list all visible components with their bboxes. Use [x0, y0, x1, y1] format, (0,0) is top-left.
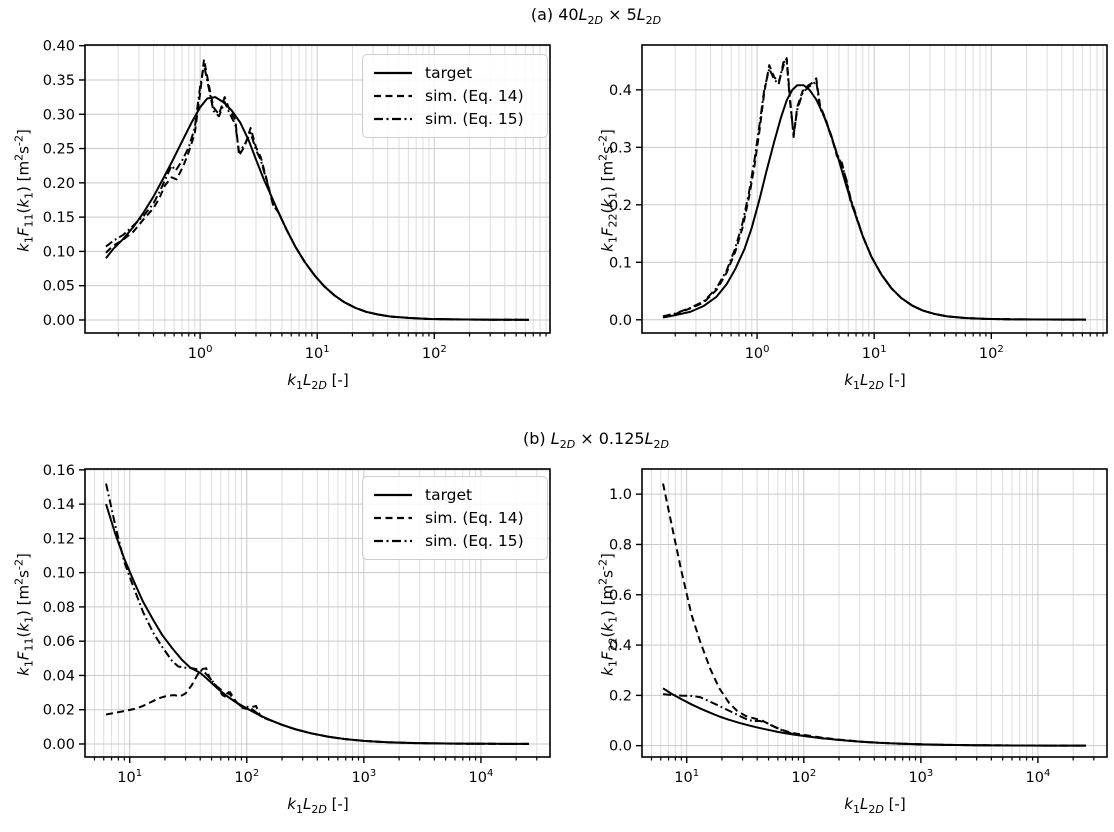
y-tick-label: 0.05 [43, 279, 75, 295]
y-tick-label: 0.35 [43, 73, 75, 89]
x-tick-label: 102 [422, 344, 447, 362]
y-tick-label: 0.6 [609, 588, 632, 604]
y-tick-label: 0.14 [43, 497, 75, 513]
x-tick-label: 100 [188, 344, 213, 362]
y-axis-label-b-f22: k1F22(k1) [m2s-2] [596, 553, 620, 676]
legend-item: sim. (Eq. 14) [373, 507, 535, 528]
legend-label: sim. (Eq. 14) [425, 86, 524, 105]
row-title-a: (a) 40L2D × 5L2D [530, 5, 662, 28]
legend-item: sim. (Eq. 15) [373, 109, 535, 130]
x-tick-label: 103 [351, 768, 376, 786]
y-tick-label: 0.30 [43, 107, 75, 123]
plot-a-f22: 100 101 102 0.0 0.1 0.2 0.3 0.4 [609, 44, 1108, 362]
y-tick-label: 0.0 [609, 313, 632, 329]
x-tick-label: 102 [791, 768, 816, 786]
series-dashdot-a-f22 [662, 60, 1086, 321]
legend-label: sim. (Eq. 15) [425, 532, 524, 551]
y-tick-label: 0.1 [609, 255, 632, 271]
legend-label: sim. (Eq. 14) [425, 508, 524, 527]
x-tick-label: 101 [862, 344, 887, 362]
y-tick-label: 0.00 [43, 737, 75, 753]
x-tick-label: 104 [1026, 768, 1051, 786]
x-tick-label: 101 [305, 344, 330, 362]
y-tick-label: 0.02 [43, 703, 75, 719]
y-tick-label: 0.40 [43, 39, 75, 55]
y-tick-label: 0.15 [43, 210, 75, 226]
series-dashed-a-f22 [662, 57, 1086, 321]
x-tick-label: 103 [908, 768, 933, 786]
legend-item: target [373, 62, 535, 83]
legend-item: sim. (Eq. 14) [373, 85, 535, 106]
y-tick-label: 0.10 [43, 566, 75, 582]
legend-line-dashdot-icon [374, 540, 412, 543]
legend-item: target [373, 484, 535, 505]
legend-line-dashdot-icon [374, 118, 412, 121]
legend-line-solid-icon [374, 71, 412, 74]
y-tick-label: 0.20 [43, 176, 75, 192]
legend-line-solid-icon [374, 493, 412, 496]
x-tick-label: 101 [117, 768, 142, 786]
x-tick-label: 104 [469, 768, 494, 786]
y-axis-label-b-f11: k1F11(k1) [m2s-2] [12, 553, 36, 676]
x-tick-label: 100 [745, 344, 770, 362]
y-tick-label: 0.3 [609, 140, 632, 156]
legend: target sim. (Eq. 14) sim. (Eq. 15) [362, 54, 548, 138]
y-tick-label: 0.2 [609, 198, 632, 214]
y-tick-label: 0.4 [609, 638, 632, 654]
x-axis-label-a-f22: k1L2D [-] [844, 371, 906, 392]
x-tick-label: 102 [234, 768, 259, 786]
legend-line-dashed-icon [374, 516, 412, 520]
y-tick-label: 0.06 [43, 634, 75, 650]
plot-a-f11: 100 101 102 0.00 0.05 0.10 0.15 0.20 0.25 0.30 0.3… [43, 39, 551, 362]
series-dashdot-a-f11 [105, 63, 529, 321]
y-tick-label: 0.12 [43, 531, 75, 547]
series-group-a-f22 [662, 57, 1086, 321]
y-tick-label: 0.10 [43, 244, 75, 260]
x-tick-label: 101 [674, 768, 699, 786]
legend-label: target [425, 485, 473, 504]
series-dashdot-b-f22 [662, 693, 1086, 747]
y-tick-label: 0.00 [43, 313, 75, 329]
series-group-a-f11 [105, 58, 529, 321]
y-tick-label: 0.2 [609, 688, 632, 704]
y-tick-label: 0.04 [43, 668, 75, 684]
y-tick-label: 0.8 [609, 537, 632, 553]
y-tick-label: 0.0 [609, 739, 632, 755]
y-tick-label: 1.0 [609, 487, 632, 503]
x-tick-label: 102 [979, 344, 1004, 362]
x-axis-label-b-f11: k1L2D [-] [287, 795, 349, 816]
legend-label: target [425, 63, 473, 82]
series-dashed-b-f11 [105, 667, 529, 745]
legend-line-dashed-icon [374, 94, 412, 98]
series-solid-a-f22 [662, 84, 1086, 321]
y-axis-label-a-f22: k1F22(k1) [m2s-2] [596, 129, 620, 252]
legend: target sim. (Eq. 14) sim. (Eq. 15) [362, 476, 548, 560]
plot-b-f22: 101 102 103 104 0.0 0.2 0.4 0.6 0.8 1.0 [609, 468, 1108, 786]
x-axis-label-b-f22: k1L2D [-] [844, 795, 906, 816]
series-dashdot-b-f11 [105, 483, 529, 745]
y-tick-label: 0.25 [43, 142, 75, 158]
legend-label: sim. (Eq. 15) [425, 110, 524, 129]
series-group-b-f11 [105, 483, 529, 745]
plot-b-f11: 101 102 103 104 0.00 0.02 0.04 0.06 0.08 0.10 0.12… [43, 463, 551, 786]
series-group-b-f22 [662, 483, 1086, 747]
y-tick-label: 0.16 [43, 463, 75, 479]
x-axis-label-a-f11: k1L2D [-] [287, 371, 349, 392]
y-tick-label: 0.08 [43, 600, 75, 616]
y-tick-label: 0.4 [609, 83, 632, 99]
legend-item: sim. (Eq. 15) [373, 531, 535, 552]
row-title-b: (b) L2D × 0.125L2D [523, 429, 669, 452]
y-axis-label-a-f11: k1F11(k1) [m2s-2] [12, 129, 36, 252]
